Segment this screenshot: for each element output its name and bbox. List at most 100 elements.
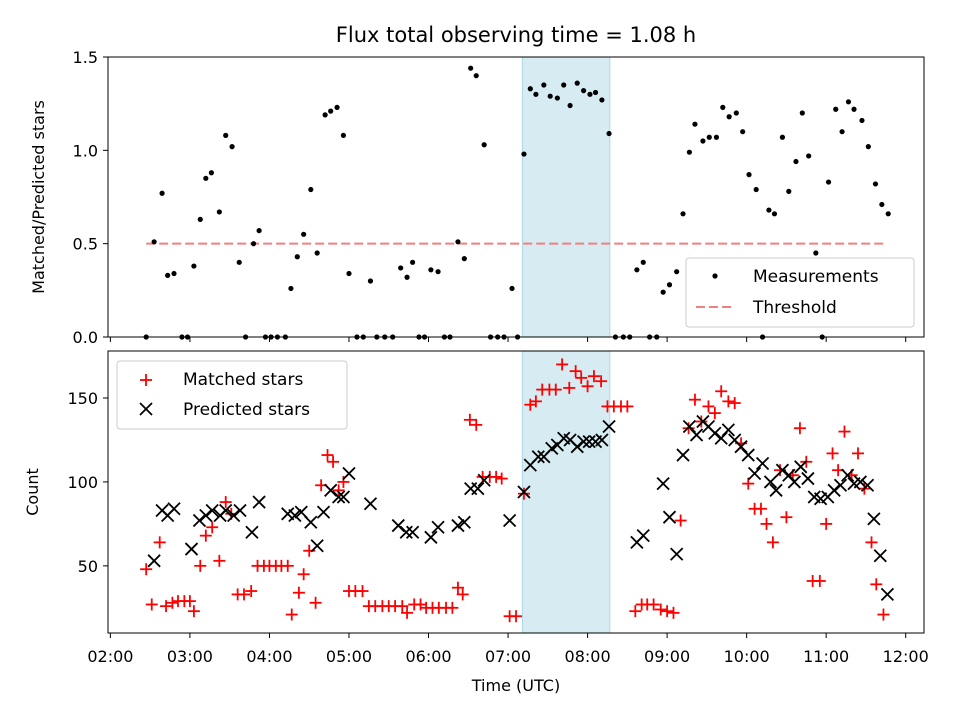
predicted-star-point — [570, 440, 584, 454]
matched-star-point — [245, 585, 258, 598]
measurement-point — [473, 73, 479, 79]
predicted-star-point — [602, 419, 616, 434]
measurement-point — [813, 250, 819, 256]
matched-star-point — [766, 536, 779, 549]
measurement-point — [410, 259, 416, 265]
top-y-tick-label: 0.5 — [73, 235, 98, 254]
predicted-star-point — [787, 475, 801, 489]
bottom-highlight-span — [521, 350, 611, 634]
matched-star-point — [446, 601, 459, 614]
measurement-point — [404, 274, 410, 280]
matched-star-point — [140, 563, 153, 576]
bottom-axes-frame — [107, 350, 925, 634]
measurement-point — [766, 207, 772, 213]
matched-star-point — [321, 449, 334, 462]
predicted-star-point — [332, 490, 346, 504]
measurement-point — [527, 86, 533, 92]
matched-star-point — [495, 472, 508, 485]
matched-star-point — [820, 517, 833, 530]
measurement-point — [151, 239, 157, 245]
measurement-point — [455, 239, 461, 245]
predicted-star-point — [827, 483, 841, 497]
bottom-y-tick-label: 150 — [67, 389, 98, 408]
measurement-point — [250, 241, 257, 247]
matched-star-point — [581, 380, 594, 393]
matched-star-point — [780, 511, 793, 524]
measurement-point — [223, 132, 229, 138]
matched-star-point — [629, 605, 642, 618]
measurement-point — [165, 272, 171, 278]
measurement-point — [720, 104, 726, 110]
predicted-star-point — [192, 513, 207, 528]
legend-predicted-label: Predicted stars — [183, 400, 310, 420]
predicted-star-point — [531, 450, 545, 464]
measurement-point — [686, 149, 692, 155]
predicted-star-point — [656, 476, 670, 491]
x-tick-label: 03:00 — [167, 647, 213, 666]
matched-star-point — [569, 365, 582, 378]
top-legend: Measurements Threshold — [685, 257, 915, 328]
matched-star-point — [160, 600, 173, 613]
measurement-point — [660, 289, 666, 295]
predicted-star-point — [147, 554, 161, 568]
predicted-star-point — [595, 433, 609, 447]
measurement-point — [171, 270, 177, 277]
matched-star-point — [870, 578, 883, 591]
matched-star-point — [595, 375, 608, 388]
predicted-star-point — [763, 475, 778, 489]
matched-star-point — [510, 610, 522, 623]
predicted-star-point — [676, 448, 690, 462]
measurement-point — [236, 259, 242, 265]
bottom-y-axis-label: Count — [23, 468, 42, 516]
x-tick-label: 10:00 — [724, 647, 770, 666]
x-tick-label: 11:00 — [803, 647, 849, 666]
predicted-star-point — [363, 497, 378, 511]
predicted-star-point — [288, 508, 302, 523]
matched-star-point — [722, 395, 735, 408]
matched-star-point — [654, 603, 667, 616]
x-tick-label: 12:00 — [883, 647, 929, 666]
predicted-star-point — [708, 426, 722, 440]
legend-measurements-label: Measurements — [753, 267, 879, 287]
predicted-star-point — [252, 495, 266, 509]
measurement-point — [521, 151, 527, 157]
measurement-point — [398, 265, 404, 271]
measurement-point — [509, 285, 515, 292]
legend-matched-marker — [140, 374, 152, 386]
predicted-star-point — [184, 542, 199, 556]
measurement-point — [692, 121, 698, 127]
matched-star-point — [332, 484, 345, 497]
predicted-star-point — [342, 466, 356, 481]
top-y-tick-label: 1.5 — [73, 48, 98, 67]
x-tick-label: 05:00 — [326, 647, 372, 666]
predicted-star-point — [841, 468, 855, 482]
matched-star-point — [183, 595, 196, 608]
measurement-point — [159, 190, 165, 196]
measurement-point — [587, 91, 593, 97]
x-tick-label: 08:00 — [565, 647, 611, 666]
top-y-tick-label: 0.0 — [73, 328, 98, 347]
legend-predicted-marker — [139, 402, 153, 416]
matched-star-point — [754, 502, 767, 515]
matched-star-point — [401, 606, 414, 619]
measurement-point — [191, 263, 197, 269]
measurement-point — [461, 256, 467, 262]
predicted-star-point — [227, 508, 241, 523]
matched-star-point — [470, 418, 483, 431]
bottom-panel: 50 100 150 02:00 03:00 04:00 05:00 06:00 07:00 0… — [23, 350, 929, 695]
predicted-star-point — [853, 475, 868, 489]
measurement-point — [700, 138, 706, 144]
legend-measurements-marker — [712, 273, 718, 279]
predicted-star-point — [721, 423, 735, 437]
matched-star-point — [153, 536, 166, 549]
predicted-star-point — [873, 549, 887, 563]
predicted-star-point — [741, 448, 755, 462]
predicted-star-point — [582, 435, 596, 449]
predicted-star-point — [880, 587, 895, 602]
matched-star-point — [219, 496, 232, 509]
measurement-point — [468, 65, 474, 71]
measurement-point — [308, 186, 314, 193]
measurement-point — [799, 110, 805, 116]
predicted-star-point — [199, 508, 213, 523]
measurement-point — [885, 211, 891, 217]
